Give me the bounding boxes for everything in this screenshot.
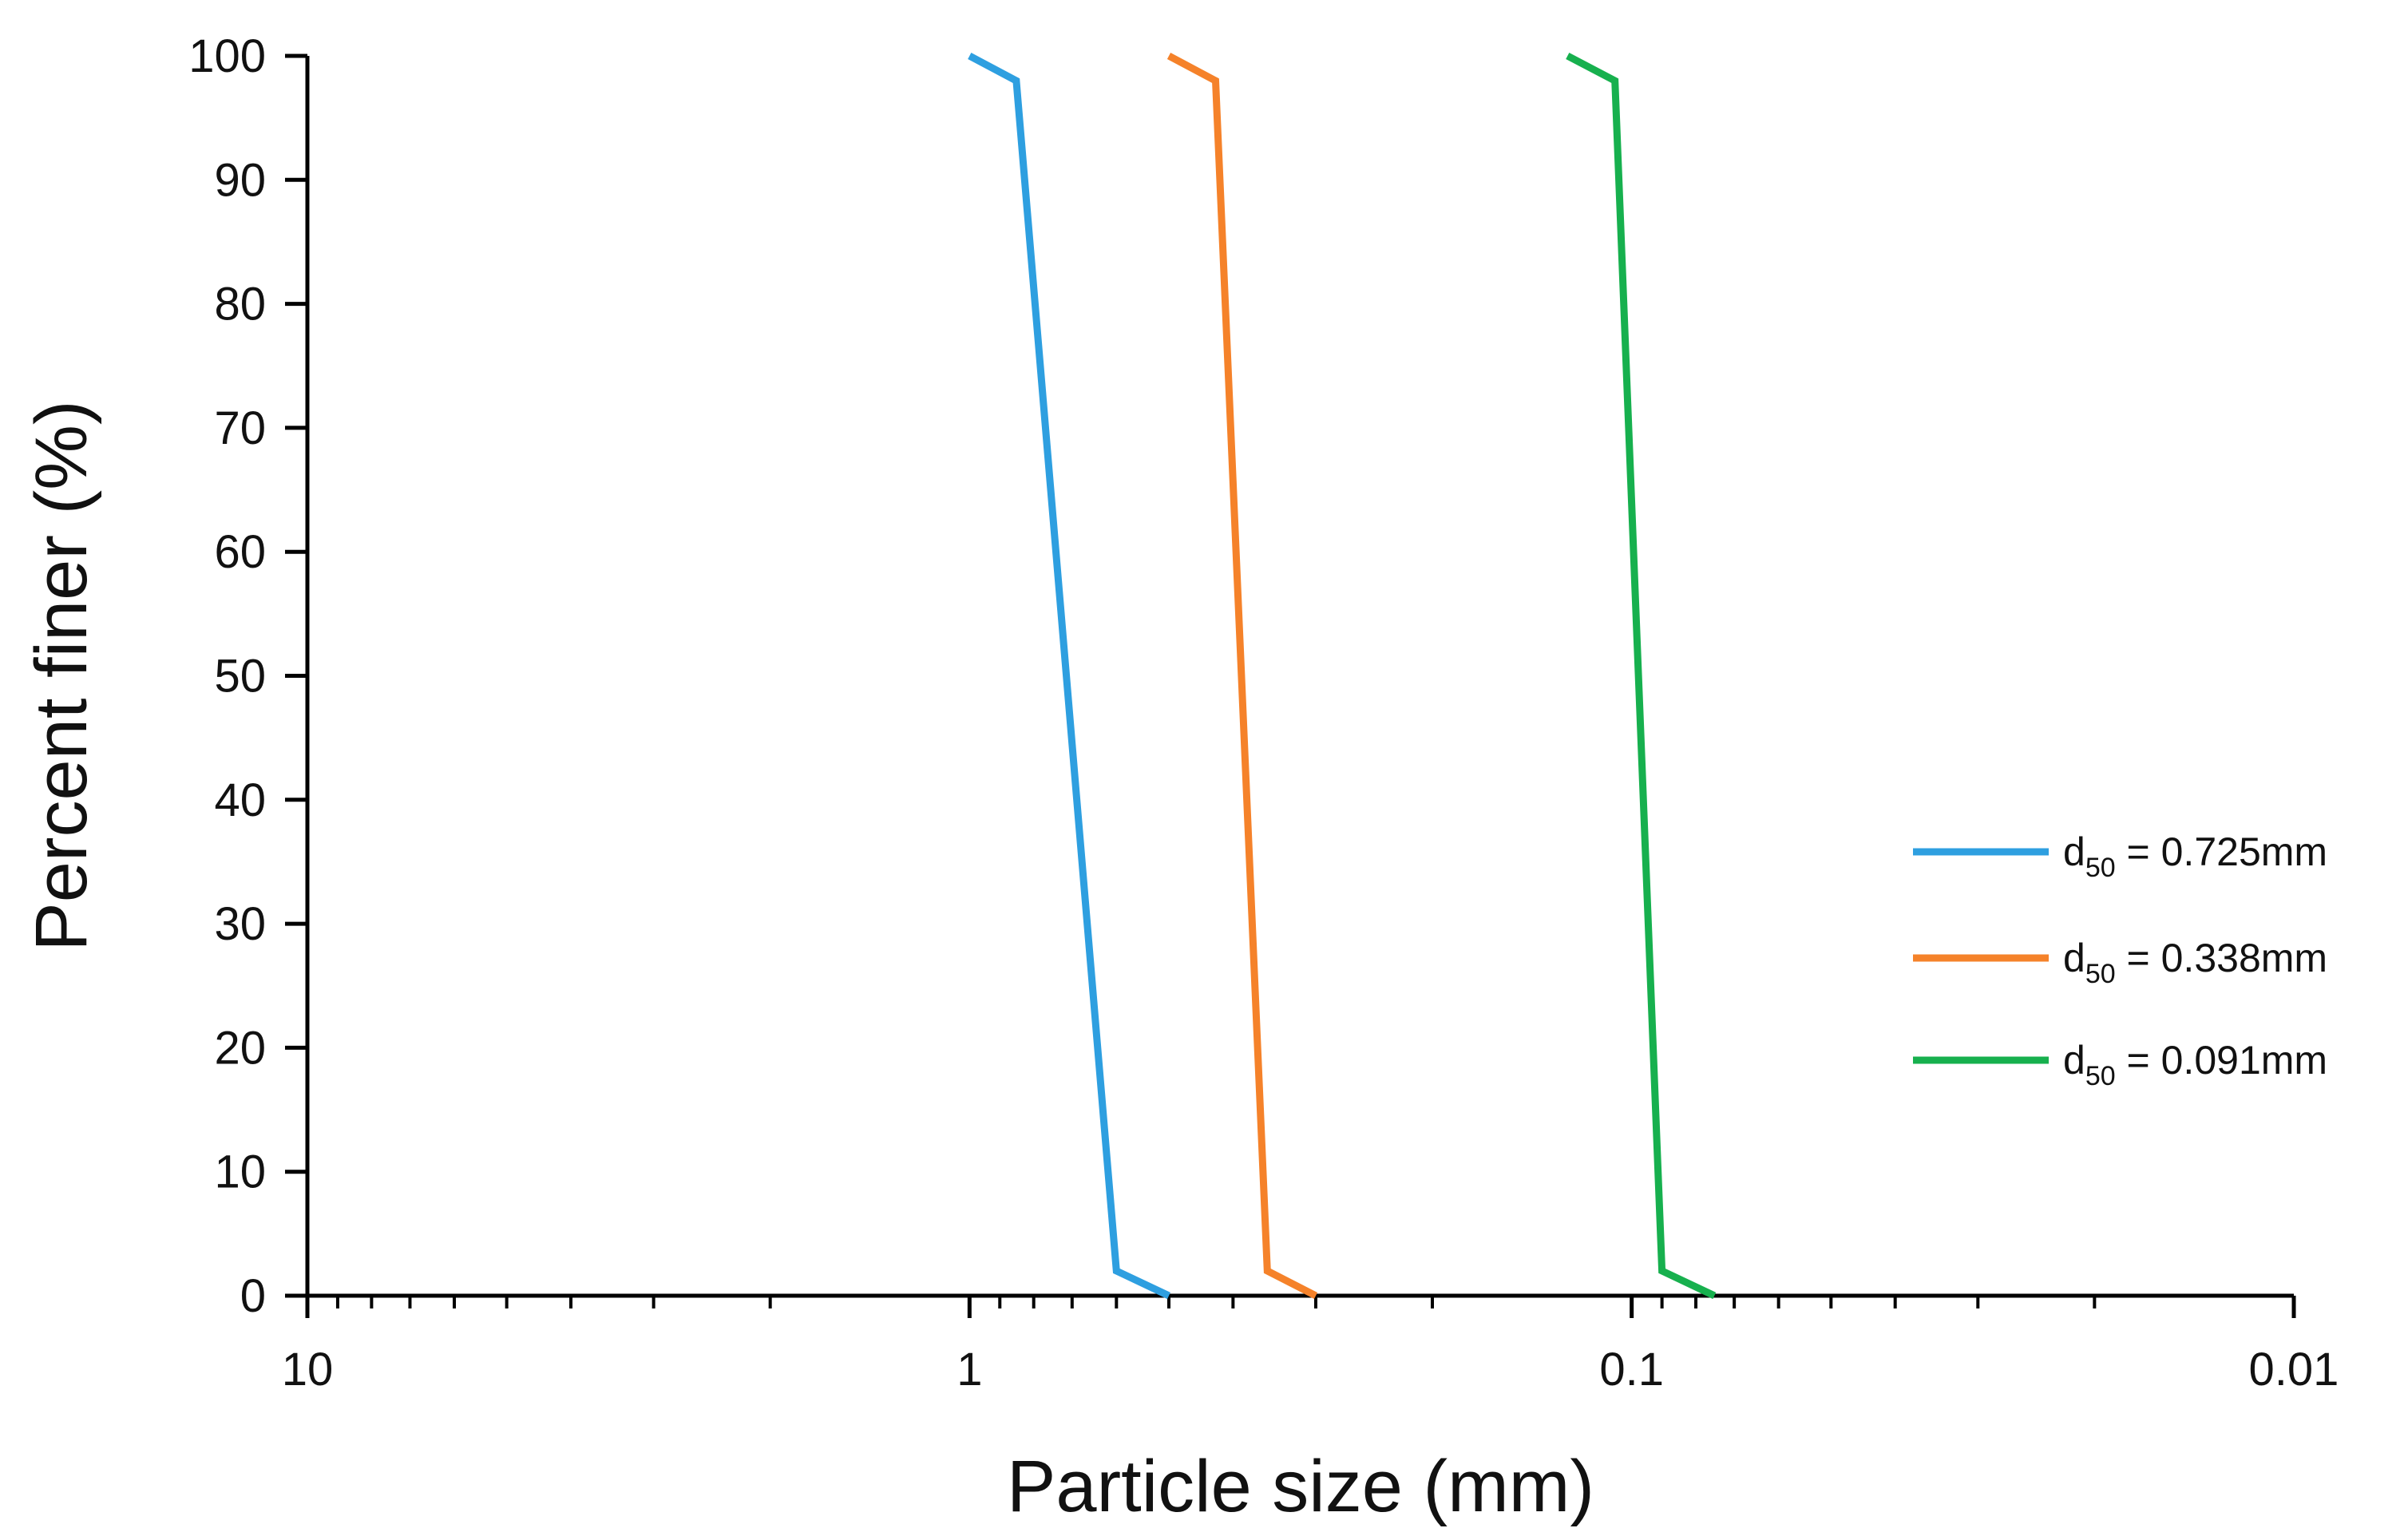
y-tick-label: 40 bbox=[214, 774, 266, 826]
series-line-2 bbox=[1166, 53, 1318, 1300]
x-tick-label: 0.01 bbox=[2249, 1344, 2339, 1396]
y-tick-label: 10 bbox=[214, 1146, 266, 1198]
legend-label-2: d50 = 0.338mm bbox=[2063, 936, 2327, 989]
y-tick-label: 50 bbox=[214, 651, 266, 703]
y-tick-label: 80 bbox=[214, 279, 266, 331]
y-tick-label: 60 bbox=[214, 526, 266, 578]
legend-label-1: d50 = 0.725mm bbox=[2063, 829, 2327, 883]
y-tick-label: 30 bbox=[214, 898, 266, 950]
x-tick-label: 0.1 bbox=[1599, 1344, 1664, 1396]
y-tick-label: 20 bbox=[214, 1022, 266, 1074]
x-tick-label: 10 bbox=[282, 1344, 334, 1396]
x-axis-title: Particle size (mm) bbox=[1007, 1446, 1594, 1527]
legend-label-3: d50 = 0.091mm bbox=[2063, 1038, 2327, 1091]
y-tick-label: 0 bbox=[240, 1270, 266, 1322]
legend: d50 = 0.725mm d50 = 0.338mm d50 = 0.091mm bbox=[1913, 829, 2327, 1091]
y-tick-label: 100 bbox=[188, 30, 266, 82]
x-tick-label: 1 bbox=[956, 1344, 982, 1396]
series-line-1 bbox=[968, 53, 1170, 1300]
y-axis-title: Percent finer (%) bbox=[21, 400, 102, 951]
y-tick-label: 70 bbox=[214, 402, 266, 454]
series-lines bbox=[968, 53, 1717, 1300]
y-tick-label: 90 bbox=[214, 154, 266, 206]
series-line-3 bbox=[1566, 53, 1717, 1300]
axes: 0 10 20 30 40 50 60 70 80 90 100 10 1 0.1 0.01 bbox=[188, 30, 2339, 1396]
